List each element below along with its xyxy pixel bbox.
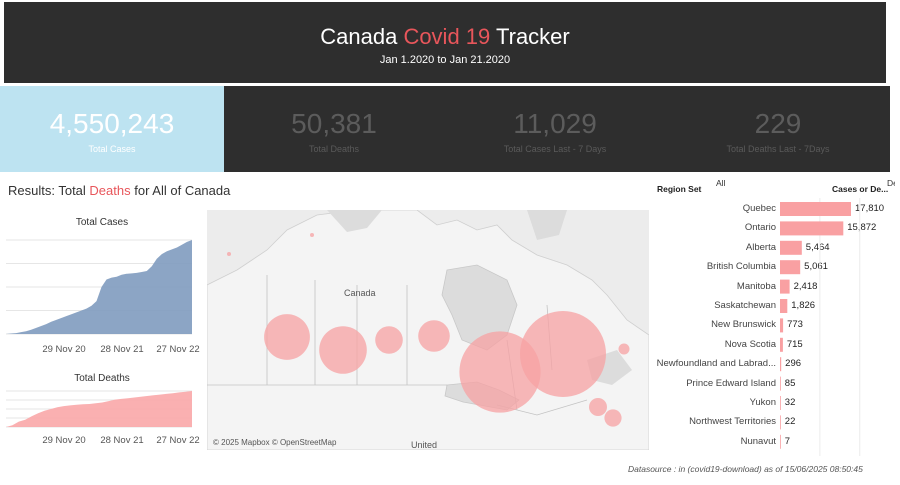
cases-or-deaths-header: Cases or De... <box>832 184 888 194</box>
bar-category-label[interactable]: Prince Edward Island <box>686 377 776 389</box>
bar-value-label: 1,826 <box>791 300 816 311</box>
total-deaths-area <box>6 391 192 427</box>
map-bubble[interactable] <box>418 320 450 352</box>
bar[interactable] <box>780 376 781 391</box>
bar[interactable] <box>780 279 790 294</box>
title-prefix: Canada <box>320 24 404 49</box>
map-label-canada: Canada <box>344 288 376 298</box>
kpi-cases-last-7-days[interactable]: 11,029 Total Cases Last - 7 Days <box>444 86 666 172</box>
bar[interactable] <box>780 318 784 333</box>
x-tick-label: 28 Nov 21 <box>100 435 143 446</box>
arctic-water <box>327 210 382 232</box>
datasource-note: Datasource : in (covid19-download) as of… <box>628 464 863 474</box>
results-measure[interactable]: Deaths <box>89 183 131 198</box>
map-attribution[interactable]: © 2025 Mapbox © OpenStreetMap <box>213 438 337 447</box>
dashboard-header: Canada Covid 19 Tracker Jan 1.2020 to Ja… <box>4 2 886 83</box>
kpi-total-deaths[interactable]: 50,381 Total Deaths <box>224 86 444 172</box>
canada-map[interactable]: Canada United <box>207 210 649 450</box>
bar-value-label: 5,061 <box>804 261 828 273</box>
kpi-deaths-last-7-days[interactable]: 229 Total Deaths Last - 7Days <box>666 86 890 172</box>
bar-category-label[interactable]: Nunavut <box>740 435 776 447</box>
kpi-value: 4,550,243 <box>49 108 175 139</box>
title-suffix: Tracker <box>490 24 570 49</box>
region-bar-grid <box>780 198 861 456</box>
kpi-total-cases[interactable]: 4,550,243 Total Cases <box>0 86 224 172</box>
bar[interactable] <box>780 396 781 410</box>
map-bubble[interactable] <box>618 343 630 355</box>
bar-category-label[interactable]: Quebec <box>742 203 776 214</box>
map-canvas[interactable]: Canada United <box>207 210 649 450</box>
map-bubble[interactable] <box>264 314 310 360</box>
bar[interactable] <box>780 202 851 216</box>
title-highlight: Covid 19 <box>403 24 491 49</box>
bar-category-label[interactable]: Nova Scotia <box>724 338 776 350</box>
bar[interactable] <box>780 434 781 449</box>
total-cases-chart-title: Total Cases <box>75 217 129 228</box>
page-title: Canada Covid 19 Tracker <box>4 24 886 50</box>
bar-value-label: 5,464 <box>805 241 830 253</box>
bar-category-label[interactable]: Northwest Territories <box>689 416 776 428</box>
bar-category-label[interactable]: Manitoba <box>736 280 776 292</box>
total-deaths-chart[interactable]: 29 Nov 20 28 Nov 21 27 Nov 22 <box>4 387 202 449</box>
bar-value-label: 15,872 <box>847 222 877 234</box>
kpi-strip: 4,550,243 Total Cases 50,381 Total Death… <box>0 86 890 172</box>
x-tick-label: 27 Nov 22 <box>156 344 199 355</box>
bar[interactable] <box>780 221 844 236</box>
bar-category-label[interactable]: Alberta <box>745 241 776 253</box>
x-tick-label: 29 Nov 20 <box>42 435 85 446</box>
map-bubble[interactable] <box>589 398 607 416</box>
bar-value-label: 7 <box>784 435 791 447</box>
x-tick-label: 28 Nov 21 <box>100 344 143 355</box>
bar[interactable] <box>780 299 788 313</box>
map-bubble[interactable] <box>310 233 314 237</box>
bar-value-label: 32 <box>784 397 796 408</box>
bar[interactable] <box>780 260 801 275</box>
map-bubble[interactable] <box>227 252 231 256</box>
bar-value-label: 773 <box>787 319 803 331</box>
kpi-value: 50,381 <box>291 108 377 139</box>
bar-value-label: 2,418 <box>793 280 818 292</box>
results-prefix: Results: Total <box>8 183 90 198</box>
bar-value-label: 85 <box>784 377 796 389</box>
bar-value-label: 715 <box>786 338 803 350</box>
kpi-label: Total Cases <box>88 144 136 154</box>
cases-or-deaths-header-cut: De <box>887 178 895 188</box>
kpi-label: Total Deaths <box>308 144 360 154</box>
bar-category-label[interactable]: New Brunswick <box>711 319 776 331</box>
map-bubble[interactable] <box>319 326 367 374</box>
bar-category-label[interactable]: Newfoundland and Labrad... <box>656 358 776 370</box>
bar[interactable] <box>780 415 781 430</box>
bar-category-label[interactable]: British Columbia <box>706 261 776 273</box>
kpi-value: 11,029 <box>513 108 597 139</box>
results-suffix: for All of Canada <box>130 183 231 198</box>
results-heading: Results: Total Deaths for All of Canada <box>8 183 230 198</box>
date-range-subtitle: Jan 1.2020 to Jan 21.2020 <box>379 54 511 66</box>
kpi-label: Total Deaths Last - 7Days <box>726 144 830 154</box>
total-deaths-chart-title: Total Deaths <box>74 373 130 384</box>
x-tick-label: 29 Nov 20 <box>42 344 85 355</box>
bar-category-label[interactable]: Yukon <box>749 397 776 408</box>
bar-category-label[interactable]: Saskatchewan <box>714 300 776 311</box>
region-set-value[interactable]: All <box>716 178 726 188</box>
bar-category-label[interactable]: Ontario <box>744 222 776 234</box>
bar-value-label: 296 <box>785 358 802 370</box>
arctic-water <box>527 210 567 240</box>
x-tick-label: 27 Nov 22 <box>156 435 199 446</box>
map-label-united: United <box>411 440 437 450</box>
region-set-header: Region Set <box>657 184 702 194</box>
bar-value-label: 22 <box>784 416 796 428</box>
bar-value-label: 17,810 <box>855 203 885 214</box>
map-bubble[interactable] <box>520 311 606 397</box>
map-bubble[interactable] <box>604 409 622 427</box>
bar[interactable] <box>780 337 783 352</box>
total-cases-chart[interactable]: 29 Nov 20 28 Nov 21 27 Nov 22 <box>4 232 202 360</box>
bar[interactable] <box>780 357 782 372</box>
kpi-label: Total Cases Last - 7 Days <box>503 144 607 154</box>
bar[interactable] <box>780 240 802 255</box>
total-cases-area <box>6 240 192 334</box>
map-bubble[interactable] <box>375 326 403 354</box>
kpi-value: 229 <box>754 108 802 139</box>
